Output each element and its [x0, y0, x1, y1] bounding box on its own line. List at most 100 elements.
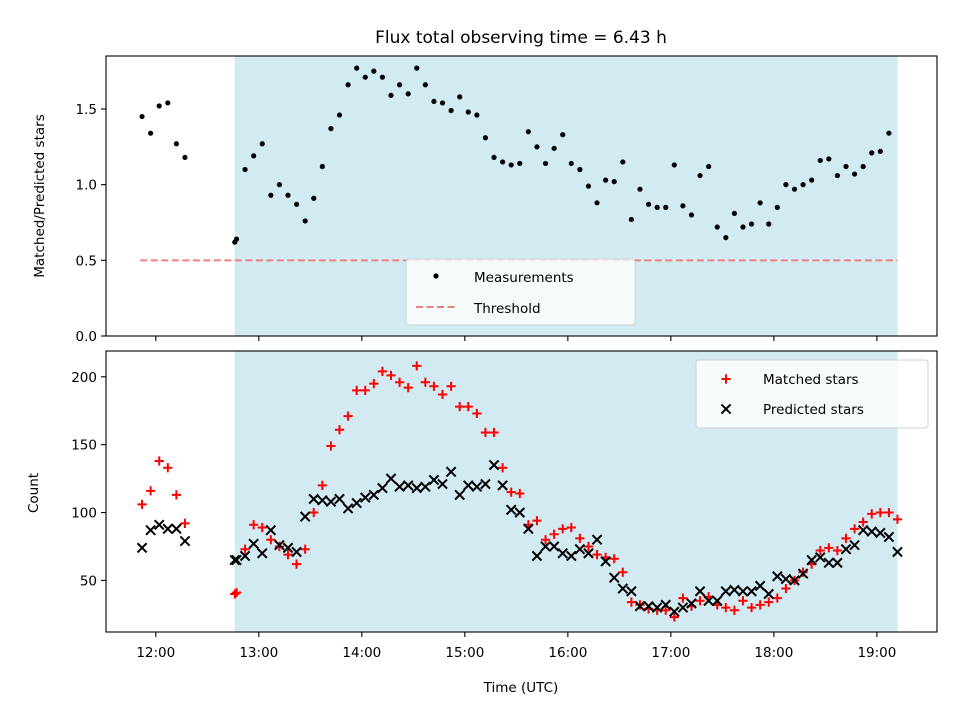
counts-y-tick-label: 100: [71, 506, 97, 522]
matched-star-point: [729, 605, 740, 615]
predicted-star-point: [677, 602, 689, 613]
predicted-star-point: [162, 523, 174, 535]
matched-star-point: [309, 507, 319, 518]
predicted-star-point: [754, 580, 766, 592]
matched-star-point: [137, 499, 147, 509]
measurement-point: [156, 103, 162, 109]
matched-star-point: [343, 411, 353, 421]
matched-star-point: [781, 583, 791, 594]
predicted-star-point: [145, 524, 156, 536]
predicted-star-point: [523, 523, 534, 535]
measurement-point: [345, 82, 351, 88]
predicted-star-point: [334, 493, 345, 505]
predicted-star-point: [531, 550, 543, 562]
predicted-star-point: [445, 466, 457, 478]
ratio-legend: Measurements Threshold: [405, 258, 636, 326]
predicted-star-point: [875, 527, 886, 539]
predicted-star-point: [256, 547, 268, 559]
predicted-star-point: [823, 557, 835, 569]
measurement-point: [706, 163, 712, 170]
ratio-y-tick-label: 0.5: [76, 253, 97, 269]
measurement-point: [645, 201, 652, 207]
measurement-point: [603, 177, 609, 183]
measurement-point: [551, 145, 557, 151]
matched-star-point: [146, 486, 156, 496]
predicted-star-point: [437, 478, 448, 490]
measurement-point: [637, 186, 643, 192]
matched-star-point: [455, 402, 465, 412]
measurement-point: [251, 153, 257, 159]
measurement-point: [474, 112, 480, 118]
measurement-point: [285, 192, 291, 198]
legend-matched-marker: [721, 374, 731, 384]
matched-star-point: [721, 602, 731, 613]
measurement-point: [354, 65, 360, 71]
matched-star-point: [566, 522, 576, 533]
matched-star-point: [815, 545, 825, 556]
measurement-point: [560, 132, 566, 138]
counts-legend: Matched stars Predicted stars: [695, 359, 929, 429]
matched-star-point: [661, 605, 671, 615]
measurement-point: [860, 163, 866, 170]
matched-star-point: [772, 593, 782, 603]
measurement-point: [671, 162, 677, 168]
ratio-y-tick-label: 1.0: [76, 178, 97, 194]
predicted-star-point: [385, 473, 397, 484]
predicted-star-point: [866, 526, 878, 537]
predicted-star-point: [634, 600, 646, 612]
measurement-point: [577, 166, 583, 173]
predicted-star-point: [402, 480, 414, 491]
matched-star-point: [463, 402, 473, 412]
predicted-star-point: [857, 524, 869, 536]
measurement-point: [740, 224, 746, 230]
matched-star-point: [240, 544, 250, 554]
legend-threshold-label: Threshold: [473, 301, 541, 317]
predicted-star-point: [789, 575, 800, 586]
measurement-point: [534, 144, 540, 150]
predicted-star-point: [840, 543, 852, 555]
predicted-star-point: [274, 539, 285, 551]
predicted-star-point: [377, 482, 388, 494]
measurement-point: [379, 74, 386, 80]
ratio-series-0: [139, 65, 892, 245]
counts-x-tick-label: 17:00: [651, 645, 690, 661]
measurement-point: [388, 92, 394, 98]
measurement-point: [620, 159, 626, 165]
matched-star-point: [824, 543, 834, 553]
counts-y-tick-label: 50: [80, 573, 97, 589]
predicted-star-point: [505, 504, 517, 516]
measurement-point: [465, 109, 471, 115]
predicted-star-point: [514, 507, 526, 518]
measurement-point: [688, 212, 695, 218]
predicted-star-point: [814, 552, 826, 563]
predicted-star-point: [686, 598, 697, 609]
matched-star-point: [266, 535, 276, 545]
predicted-star-point: [153, 519, 165, 531]
measurement-point: [791, 186, 798, 192]
predicted-star-point: [265, 524, 277, 536]
chart-title: Flux total observing time = 6.43 h: [375, 28, 667, 48]
measurement-point: [508, 162, 514, 168]
measurement-point: [757, 200, 763, 206]
measurement-point: [654, 204, 660, 210]
matched-star-point: [738, 596, 748, 606]
predicted-star-point: [179, 535, 191, 547]
counts-x-tick-label: 19:00: [857, 645, 896, 661]
matched-star-point: [386, 370, 396, 381]
counts-x-tick-label: 16:00: [548, 645, 587, 661]
measurement-point: [396, 82, 403, 88]
measurement-point: [783, 182, 789, 188]
measurement-point: [405, 91, 411, 97]
predicted-star-point: [892, 546, 903, 558]
matched-star-point: [540, 535, 551, 545]
counts-series-0: [137, 361, 903, 622]
matched-star-point: [437, 389, 448, 400]
matched-star-point: [755, 600, 765, 610]
matched-star-point: [849, 524, 860, 534]
predicted-star-point: [643, 600, 654, 612]
matched-star-point: [575, 533, 585, 543]
counts-axes-frame: [105, 350, 938, 633]
matched-star-point: [154, 456, 164, 466]
legend-measurement-marker: [433, 273, 439, 279]
matched-star-point: [352, 385, 362, 395]
